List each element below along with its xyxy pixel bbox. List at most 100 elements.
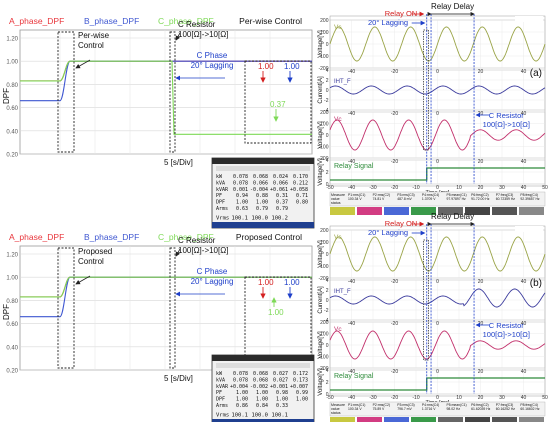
scope-x-tick: -10	[412, 185, 419, 191]
lagging-label: 20° Lagging	[368, 228, 408, 237]
scope-y-tick: 200	[320, 18, 329, 24]
y-axis-label: DPF	[2, 88, 11, 104]
meter-cell: 1.00	[256, 397, 268, 403]
steady-state-box	[244, 276, 312, 360]
measure-value: 61.62039 Hz	[471, 407, 491, 411]
value-label-b: 1.00	[284, 62, 300, 71]
meter-row-label: kW	[216, 174, 223, 180]
relay-delay-label: Relay Delay	[431, 2, 474, 11]
y-tick-label: 0.60	[6, 106, 18, 112]
meter-cell: 0.212	[293, 180, 308, 186]
meter-cell: +0.001	[270, 384, 288, 390]
dpf-chart-proposed: A_phase_DPF B_phase_DPF C_phase_DPF Propose…	[2, 232, 313, 383]
scope-x-tick: 40	[521, 279, 527, 285]
measure-bar	[329, 191, 546, 207]
scope-y-label: Voltage[V]	[318, 30, 324, 58]
legend-entry: A_phase_DPF	[9, 16, 64, 26]
channel-label-relay: Relay Signal	[334, 373, 374, 380]
measure-label: status	[331, 411, 341, 415]
waveform-vs	[329, 26, 546, 62]
meter-row-label: kVA	[216, 377, 225, 383]
meter-row-label: PF	[216, 390, 222, 396]
scope-y-tick: 4	[326, 368, 329, 374]
y-tick-label: 0.40	[6, 345, 18, 351]
channel-label-vc: Vc	[334, 116, 342, 123]
scope-x-tick: 40	[521, 369, 527, 375]
meter-cell: 0.79	[256, 206, 268, 212]
scope-y-tick: 100	[320, 122, 329, 128]
scope-x-tick: 40	[521, 159, 527, 165]
y-tick-label: 1.00	[6, 60, 18, 66]
measure-value: 60.16602 Hz	[520, 407, 540, 411]
meter-row-label: kW	[216, 371, 223, 377]
scope-y-tick: -200	[318, 66, 328, 72]
meter-cell: 0.98	[276, 390, 288, 396]
meter-cell: 100.2	[271, 215, 288, 221]
scope-x-tick: 50	[542, 395, 548, 401]
meter-cell: 0.068	[253, 377, 268, 383]
power-meter-table-proposed: kW 0.078 0.068 0.027 0.172 kVA 0.078 0.068 0.027…	[211, 354, 315, 422]
channel-strip-cell	[411, 417, 436, 422]
measure-title: P4:rms(C4)	[422, 403, 439, 407]
meter-row-label: Arms	[216, 206, 228, 212]
meter-cell: 1.00	[236, 390, 248, 396]
scope-logo	[515, 226, 543, 232]
y-tick-label: 1.00	[6, 276, 18, 282]
measure-value: 100.34 V	[348, 407, 362, 411]
value-label-a: 1.00	[258, 62, 274, 71]
channel-label-current: IHT_F	[334, 289, 351, 295]
y-tick-label: 1.20	[6, 253, 18, 259]
scope-y-tick: 2	[326, 380, 329, 386]
measure-title: P8:freq(C4)	[520, 403, 538, 407]
channel-label-vc: Vc	[334, 326, 342, 333]
scope-y-tick: -200	[318, 276, 328, 282]
scope-y-tick: -200	[318, 156, 328, 162]
scope-x-tick: 0	[436, 159, 439, 165]
resistor-label: C Resistor 100[Ω]->10[Ω]	[483, 111, 530, 129]
chart-legend: A_phase_DPF B_phase_DPF C_phase_DPF	[9, 232, 214, 242]
waveform-vc	[329, 330, 546, 360]
scope-y-label: Voltage[V]	[318, 368, 324, 396]
meter-cell: 0.001	[233, 187, 248, 193]
meter-row-label: kVA	[216, 180, 225, 186]
chart-title: Per-wise Control	[239, 16, 302, 26]
waveform-current	[329, 288, 546, 308]
legend-entry: C_phase_DPF	[158, 16, 214, 26]
resistor-annotation: C Resistor 100[Ω]->10[Ω]	[178, 20, 228, 39]
scope-x-tick: 20	[478, 69, 484, 75]
scope-x-tick: -40	[348, 185, 355, 191]
measure-value: 98.02 Hz	[447, 407, 461, 411]
channel-strip-cell	[357, 207, 382, 215]
scope-x-tick: 40	[521, 395, 527, 401]
measure-value: 74.81 V	[373, 197, 385, 201]
chart-legend: A_phase_DPF B_phase_DPF C_phase_DPF	[9, 16, 214, 26]
meter-cell: 0.80	[296, 200, 308, 206]
measure-title: P7:freq(C3)	[496, 193, 514, 197]
scope-x-tick: -40	[348, 279, 355, 285]
meter-cell: 0.37	[276, 200, 288, 206]
meter-cell: -0.004	[250, 187, 268, 193]
meter-row-label: DPF	[216, 200, 225, 206]
scope-y-tick: -200	[318, 366, 328, 372]
scope-y-label: Voltage[V]	[318, 158, 324, 186]
measure-value: 91.72.00 Hz	[471, 197, 490, 201]
scope-x-tick: -20	[391, 185, 398, 191]
control-transition-box	[57, 31, 75, 153]
meter-row-label: Vrms	[216, 215, 229, 221]
meter-cell: 1.00	[236, 397, 248, 403]
measure-title: P1:rms(C1)	[348, 193, 365, 197]
channel-label-vs: Vs	[334, 234, 342, 241]
scope-y-tick: 2	[326, 170, 329, 176]
annotation-arrow	[175, 32, 181, 41]
meter-cell: 0.84	[256, 403, 268, 409]
meter-cell: +0.007	[290, 384, 308, 390]
scope-x-tick: -50	[326, 395, 333, 401]
scope-y-tick: 4	[326, 158, 329, 164]
waveform-vc	[329, 119, 546, 151]
scope-x-tick: -40	[348, 395, 355, 401]
meter-cell: +0.004	[230, 384, 248, 390]
y-axis-label: DPF	[2, 304, 11, 320]
waveform-vs	[329, 236, 546, 272]
meter-cell: 0.068	[253, 371, 268, 377]
y-tick-label: 0.80	[6, 299, 18, 305]
